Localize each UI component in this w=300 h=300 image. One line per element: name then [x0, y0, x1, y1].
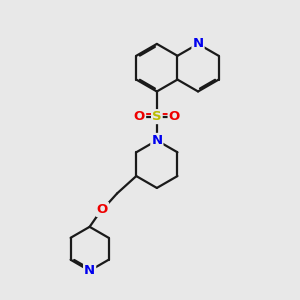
Text: S: S — [152, 110, 162, 123]
Text: N: N — [84, 264, 95, 277]
Text: O: O — [169, 110, 180, 123]
Text: N: N — [193, 38, 204, 50]
Text: O: O — [134, 110, 145, 123]
Text: O: O — [97, 203, 108, 216]
Text: N: N — [151, 134, 162, 147]
